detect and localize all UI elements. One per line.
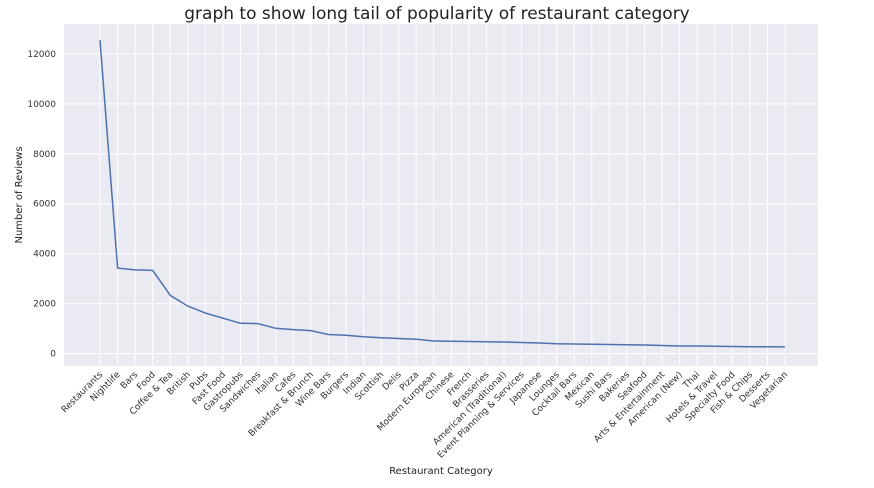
series-line xyxy=(99,40,786,348)
chart-title: graph to show long tail of popularity of… xyxy=(184,4,690,24)
y-tick-label: 10000 xyxy=(27,100,56,110)
y-tick-label: 0 xyxy=(50,350,56,360)
y-tick-label: 8000 xyxy=(33,150,56,160)
y-tick-labels: 0 2000 4000 6000 8000 10000 12000 xyxy=(27,50,56,360)
gridlines xyxy=(64,24,818,366)
y-tick-label: 6000 xyxy=(33,200,56,210)
y-tick-label: 2000 xyxy=(33,300,56,310)
y-tick-label: 12000 xyxy=(27,50,56,60)
y-axis-label: Number of Reviews xyxy=(14,146,25,243)
plot-area xyxy=(64,24,818,366)
y-tick-label: 4000 xyxy=(33,250,56,260)
x-axis-label: Restaurant Category xyxy=(389,466,493,477)
